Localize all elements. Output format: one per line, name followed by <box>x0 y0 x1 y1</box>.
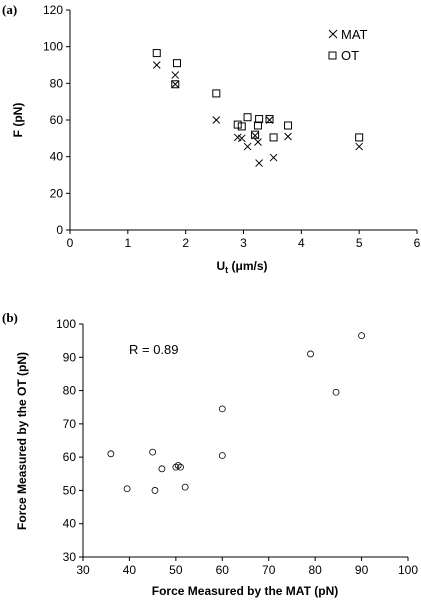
x-tick-label: 5 <box>356 236 363 250</box>
x-title-main: U <box>216 259 225 273</box>
x-tick-label: 90 <box>355 563 369 577</box>
point-ot-square <box>171 80 180 89</box>
point-ot-square <box>237 122 246 131</box>
chart-a-x-ticks: 0 1 2 3 4 5 6 <box>67 230 421 250</box>
x-tick-label: 0 <box>67 236 74 250</box>
point-ot-square <box>355 133 364 142</box>
correlation-annotation: R = 0.89 <box>129 342 179 357</box>
x-tick-label: 50 <box>169 563 183 577</box>
panel-label-a: (a) <box>2 2 17 17</box>
point-circle <box>218 452 226 459</box>
point-circle <box>307 350 314 358</box>
x-tick-label: 1 <box>124 236 131 250</box>
x-tick-label: 4 <box>298 236 305 250</box>
y-tick-label: 90 <box>63 350 77 364</box>
y-tick-label: 60 <box>50 113 64 127</box>
legend-marker-mat <box>328 29 338 39</box>
point-circle <box>149 448 157 456</box>
x-title-subscript: t <box>225 265 228 275</box>
legend-label-mat: MAT <box>341 27 368 42</box>
point-ot-square <box>172 59 181 68</box>
x-tick-label: 3 <box>240 236 247 250</box>
point-mat-x <box>243 142 252 151</box>
point-ot-square <box>265 115 274 124</box>
point-mat-x <box>269 153 278 162</box>
x-tick-label: 70 <box>262 563 276 577</box>
x-tick-label: 100 <box>398 563 418 577</box>
y-tick-label: 0 <box>56 223 63 237</box>
point-ot-square <box>243 113 252 122</box>
point-ot-square <box>212 89 221 98</box>
point-ot-square <box>253 121 262 130</box>
x-title-units: (μm/s) <box>228 259 267 273</box>
x-tick-label: 6 <box>414 236 421 250</box>
y-tick-label: 40 <box>63 517 77 531</box>
point-mat-x <box>284 132 292 141</box>
chart-a-legend: MAT OT <box>328 27 368 63</box>
point-circle <box>172 463 180 471</box>
x-tick-label: 40 <box>123 563 137 577</box>
point-mat-x <box>212 116 221 124</box>
y-tick-label: 70 <box>63 417 77 431</box>
point-circle <box>174 462 182 469</box>
point-circle <box>177 463 184 471</box>
point-ot-square <box>284 121 293 130</box>
x-tick-label: 2 <box>182 236 189 250</box>
x-tick-label: 80 <box>308 563 322 577</box>
point-ot-square <box>269 133 278 142</box>
chart-b-points <box>107 332 365 494</box>
panel-label-b: (b) <box>2 310 18 325</box>
x-tick-label: 30 <box>76 563 90 577</box>
chart-b-x-ticks: 30 40 50 60 70 80 90 100 <box>76 557 418 577</box>
chart-b-x-axis-title: Force Measured by the MAT (pN) <box>152 584 338 598</box>
chart-b-y-ticks: 30 40 50 60 70 80 90 100 <box>56 317 83 564</box>
point-circle <box>123 485 131 493</box>
chart-b-y-axis-title: Force Measured by the OT (pN) <box>15 352 29 530</box>
point-ot-square <box>255 115 264 124</box>
chart-a-x-axis-title: Ut (μm/s) <box>216 259 267 275</box>
chart-a-y-axis-title: F (pN) <box>11 103 25 138</box>
point-mat-x <box>152 61 161 69</box>
point-mat-x <box>171 80 180 89</box>
x-tick-label: 60 <box>216 563 230 577</box>
point-circle <box>151 487 159 494</box>
y-tick-label: 40 <box>50 150 64 164</box>
point-circle <box>107 450 115 458</box>
y-tick-label: 100 <box>56 317 76 331</box>
point-mat-x <box>255 159 263 167</box>
y-tick-label: 50 <box>63 483 77 497</box>
legend-marker-ot <box>328 51 337 60</box>
chart-a-points <box>152 49 364 167</box>
chart-a: (a) 0 20 40 60 80 100 120 0 1 2 3 4 5 6 F (pN) Ut (μ… <box>2 2 421 275</box>
point-ot-square <box>233 120 242 129</box>
legend-label-ot: OT <box>341 48 359 63</box>
chart-a-y-ticks: 0 20 40 60 80 100 120 <box>43 3 70 237</box>
point-circle <box>181 483 189 491</box>
point-circle <box>332 388 340 396</box>
point-ot-square <box>152 49 161 58</box>
y-tick-label: 20 <box>50 186 64 200</box>
y-tick-label: 80 <box>50 76 64 90</box>
point-circle <box>218 405 226 413</box>
y-tick-label: 100 <box>43 40 63 54</box>
point-mat-x <box>355 142 364 151</box>
point-circle <box>358 332 365 340</box>
y-tick-label: 120 <box>43 3 63 17</box>
point-mat-x <box>237 134 246 143</box>
y-tick-label: 30 <box>63 550 77 564</box>
point-mat-x <box>171 71 180 79</box>
y-tick-label: 60 <box>63 450 77 464</box>
y-tick-label: 80 <box>63 384 77 398</box>
point-ot-square <box>251 130 260 139</box>
point-circle <box>158 465 166 473</box>
point-mat-x <box>254 138 262 146</box>
